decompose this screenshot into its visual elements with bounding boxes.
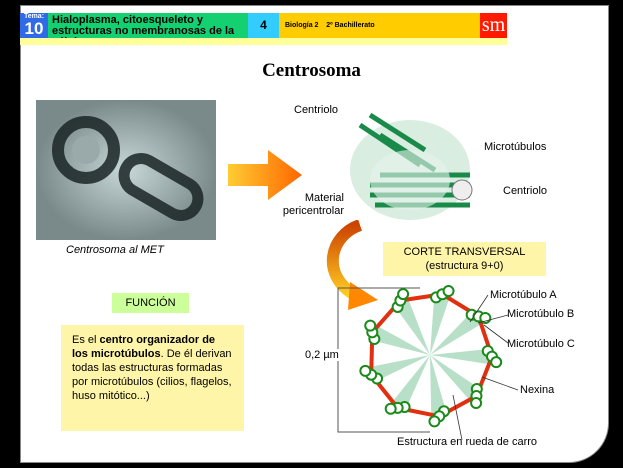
- tema-badge: Tema: 10: [20, 13, 48, 38]
- cross-section-title-box: CORTE TRANSVERSAL (estructura 9+0): [383, 242, 546, 276]
- cartwheel-diagram: [337, 285, 519, 440]
- micrograph-image: [36, 100, 216, 240]
- subject-label: Biología 2 2º Bachillerato: [279, 13, 480, 38]
- label-microtubulo-c: Microtúbulo C: [507, 338, 575, 350]
- spoke: [430, 292, 451, 355]
- microtubule: [428, 415, 441, 428]
- function-text-pre: Es el: [72, 334, 100, 346]
- microtubule: [359, 364, 372, 377]
- centrosome-illustration: [350, 112, 473, 220]
- microtubule: [397, 288, 410, 301]
- microtubule: [490, 356, 503, 369]
- label-rueda-de-carro: Estructura en rueda de carro: [397, 436, 538, 448]
- micrograph-caption: Centrosoma al MET: [66, 244, 164, 256]
- microtubule: [470, 397, 483, 410]
- page-title: Centrosoma: [262, 60, 361, 81]
- function-description: Es el centro organizador de los microtúb…: [61, 325, 244, 431]
- label-microtubulo-b: Microtúbulo B: [507, 308, 575, 320]
- spoke: [368, 355, 430, 383]
- cross-section-title: CORTE TRANSVERSAL: [403, 246, 526, 258]
- microtubule: [442, 285, 455, 298]
- arrow-icon: [228, 150, 302, 200]
- tema-label: Tema:: [23, 13, 45, 20]
- label-nexina: Nexina: [520, 384, 555, 396]
- label-microtubulos: Microtúbulos: [484, 141, 547, 153]
- microtubule: [384, 402, 397, 415]
- spoke: [430, 355, 482, 403]
- sm-logo: sm: [480, 13, 507, 38]
- scale-label: 0,2 µm: [305, 349, 339, 361]
- function-heading: FUNCIÓN: [112, 293, 189, 313]
- cross-section-subtitle: (estructura 9+0): [425, 260, 504, 272]
- unit-number: 4: [248, 13, 279, 38]
- spoke: [369, 324, 430, 355]
- label-material-pericentrolar: Material pericentrolar: [282, 192, 344, 217]
- label-centriolo-top: Centriolo: [294, 104, 339, 116]
- nexin-ring: [369, 292, 495, 419]
- spoke: [430, 348, 493, 365]
- label-centriolo-right: Centriolo: [503, 185, 548, 197]
- spoke: [393, 296, 430, 355]
- tema-number: 10: [24, 19, 44, 38]
- header-title: Hialoplasma, citoesqueleto y estructuras…: [48, 13, 248, 48]
- spoke: [430, 355, 448, 418]
- microtubule: [364, 319, 377, 332]
- function-text-post: . De él derivan todas las estructuras fo…: [72, 348, 232, 402]
- header-stripe: [20, 38, 507, 45]
- function-text-bold: centro organizador de los microtúbulos: [72, 334, 216, 360]
- spoke: [390, 355, 430, 413]
- label-microtubulo-a: Microtúbulo A: [490, 289, 557, 301]
